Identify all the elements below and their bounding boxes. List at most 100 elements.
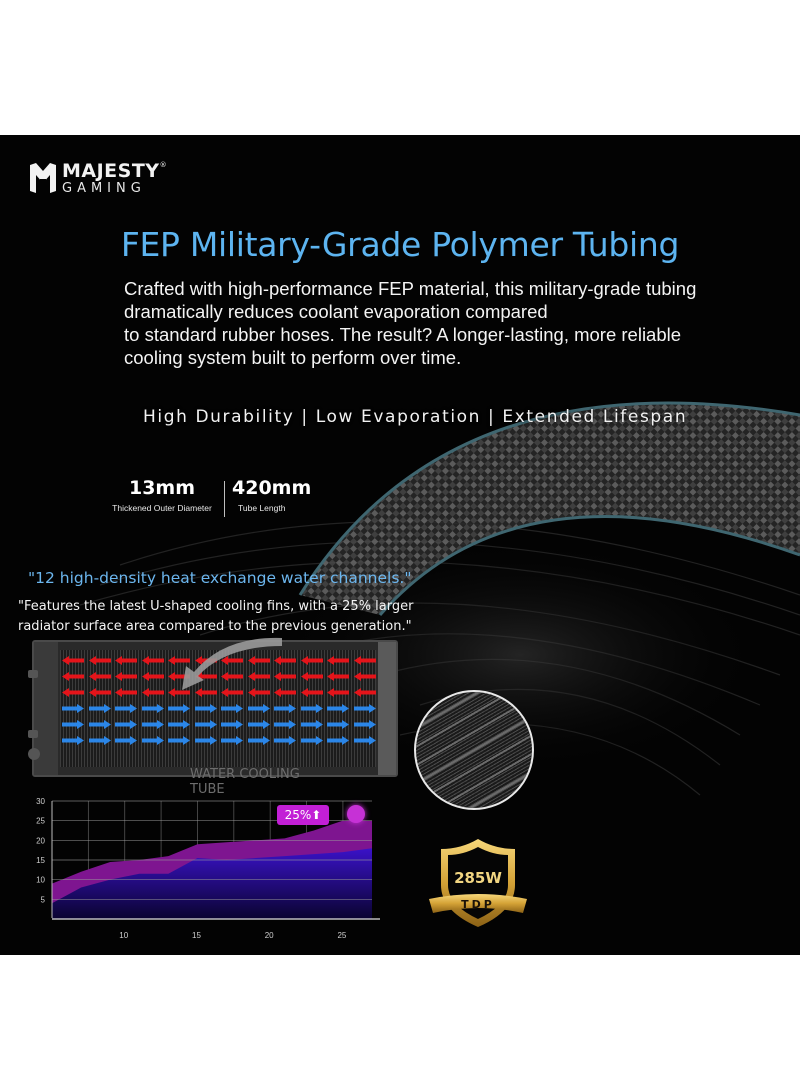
hot-flow-arrow-icon [88,656,111,665]
hot-flow-arrow-icon [247,688,270,697]
svg-text:20: 20 [265,931,274,940]
cold-flow-arrow-icon [88,720,111,729]
hot-flow-arrow-icon [247,672,270,681]
hot-flow-arrow-icon [327,672,350,681]
hot-flow-arrow-icon [300,672,323,681]
spec-length: 420mm Tube Length [232,477,318,513]
hot-flow-arrow-icon [141,672,164,681]
cold-flow-arrow-icon [353,720,376,729]
svg-text:285W: 285W [454,869,502,887]
feature-tagline: High Durability | Low Evaporation | Exte… [143,407,688,427]
hot-flow-arrow-icon [353,656,376,665]
cold-flow-arrow-icon [353,704,376,713]
hot-flow-arrow-icon [62,656,84,665]
hot-flow-arrow-icon [115,656,138,665]
svg-text:25: 25 [36,817,45,826]
svg-text:15: 15 [192,931,201,940]
svg-text:5: 5 [41,895,46,904]
cold-flow-arrow-icon [221,736,244,745]
hot-flow-arrow-icon [327,688,350,697]
product-banner: MAJESTY® GAMING FEP Military-Grade Polym… [0,135,800,955]
brand-name: MAJESTY [62,159,160,182]
description-line: cooling system built to perform over tim… [124,347,462,368]
cold-flow-arrow-icon [274,736,297,745]
radiator-image [28,637,398,777]
svg-text:25: 25 [337,931,346,940]
hot-flow-arrow-icon [141,656,164,665]
cold-flow-arrow-icon [353,736,376,745]
curved-arrow-icon [182,637,282,690]
cold-flow-arrow-icon [194,720,217,729]
fins-quote: "Features the latest U-shaped cooling fi… [18,597,413,637]
spec-label: Tube Length [238,503,286,513]
description-line: dramatically reduces coolant evaporation… [124,301,548,322]
hot-flow-arrow-icon [168,656,191,665]
cold-flow-arrow-icon [327,720,350,729]
hot-flow-arrow-icon [141,688,164,697]
hot-flow-arrow-icon [168,672,191,681]
cold-flow-arrow-icon [300,720,323,729]
channels-quote: "12 high-density heat exchange water cha… [28,569,412,587]
hot-flow-arrow-icon [194,688,217,697]
cold-flow-arrow-icon [221,704,244,713]
cold-flow-arrow-icon [115,704,138,713]
brand-logo: MAJESTY® GAMING [28,161,167,195]
arrow-up-icon: ⬆ [311,808,322,822]
cold-flow-arrow-icon [62,736,84,745]
fins-quote-line: radiator surface area compared to the pr… [18,619,412,634]
hot-flow-arrow-icon [88,688,111,697]
spec-value: 420mm [232,477,312,499]
svg-text:30: 30 [36,797,45,806]
tdp-shield-badge: 285W TDP [429,839,527,927]
cold-flow-arrow-icon [300,704,323,713]
mg-logo-icon [30,163,56,193]
hot-flow-arrow-icon [274,672,297,681]
hot-flow-arrow-icon [300,656,323,665]
cold-flow-arrow-icon [247,720,270,729]
hot-flow-arrow-icon [353,672,376,681]
cold-flow-arrow-icon [327,736,350,745]
hot-flow-arrow-icon [300,688,323,697]
hot-flow-arrow-icon [115,672,138,681]
svg-text:15: 15 [36,856,45,865]
cold-flow-arrow-icon [141,736,164,745]
cold-flow-arrow-icon [62,720,84,729]
chart-highlight-dot [347,805,365,823]
cold-flow-arrow-icon [221,720,244,729]
fin-detail-zoom [414,690,534,810]
hot-flow-arrow-icon [62,688,84,697]
hot-flow-arrow-icon [221,672,244,681]
svg-text:10: 10 [119,931,128,940]
hot-flow-arrow-icon [221,656,244,665]
cold-flow-arrow-icon [327,704,350,713]
cold-flow-arrow-icon [115,720,138,729]
cold-flow-arrow-icon [168,704,191,713]
spec-value: 13mm [128,477,196,499]
hot-flow-arrow-icon [274,656,297,665]
cold-flow-arrow-icon [194,736,217,745]
hot-flow-arrow-icon [353,688,376,697]
hot-flow-arrow-icon [221,688,244,697]
cold-flow-arrow-icon [247,736,270,745]
brand-subname: GAMING [62,180,146,196]
fins-quote-line: "Features the latest U-shaped cooling fi… [18,599,414,614]
spec-label: Thickened Outer Diameter [112,503,212,513]
cold-flow-arrow-icon [274,720,297,729]
hot-flow-arrow-icon [247,656,270,665]
increase-badge: 25%⬆ [277,805,329,825]
registered-mark: ® [159,160,168,169]
cold-flow-arrow-icon [194,704,217,713]
description: Crafted with high-performance FEP materi… [124,277,744,369]
cold-flow-arrow-icon [247,704,270,713]
hot-flow-arrow-icon [327,656,350,665]
hot-flow-arrow-icon [115,688,138,697]
svg-text:TDP: TDP [461,898,495,911]
spec-diameter: 13mm Thickened Outer Diameter [104,477,220,513]
cold-flow-arrow-icon [168,736,191,745]
cold-flow-arrow-icon [141,720,164,729]
cold-flow-arrow-icon [115,736,138,745]
hot-flow-arrow-icon [62,672,84,681]
page-title: FEP Military-Grade Polymer Tubing [120,225,680,264]
cold-flow-arrow-icon [300,736,323,745]
svg-text:20: 20 [36,836,45,845]
